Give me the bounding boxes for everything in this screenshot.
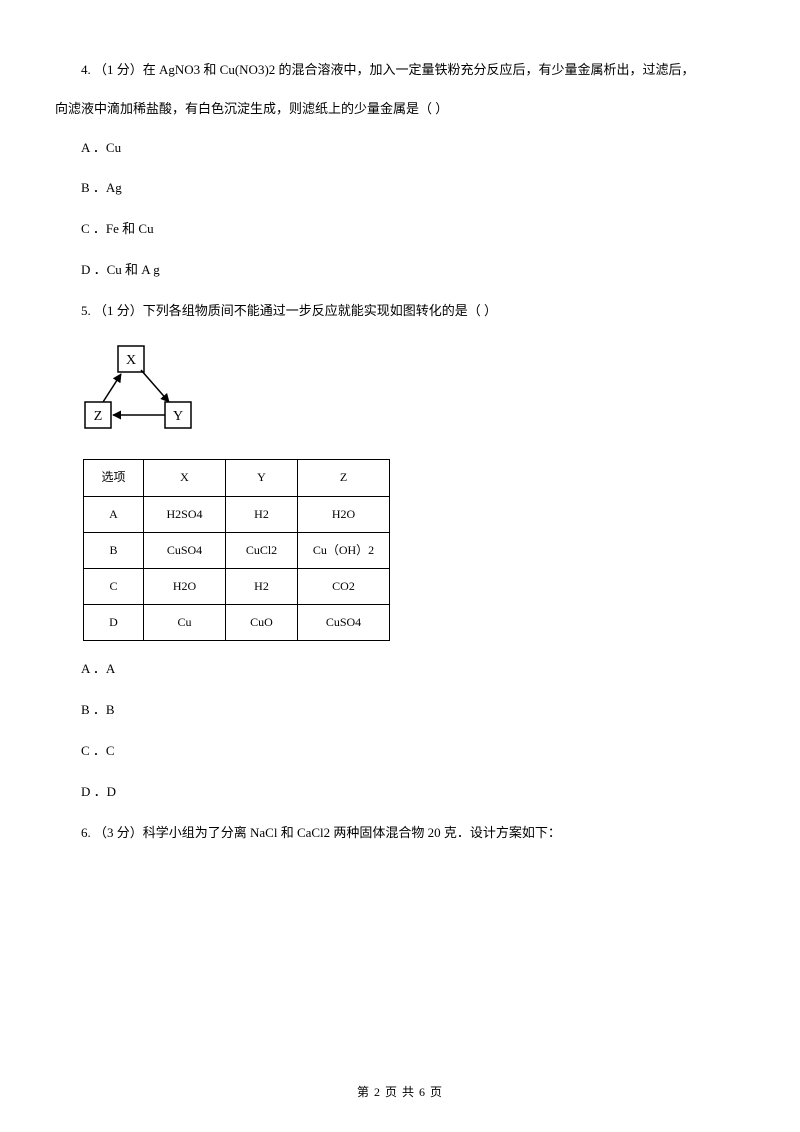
table-row: C H2O H2 CO2	[84, 568, 390, 604]
th-z: Z	[298, 460, 390, 496]
th-option: 选项	[84, 460, 144, 496]
table-row: D Cu CuO CuSO4	[84, 605, 390, 641]
th-x: X	[144, 460, 226, 496]
table-header-row: 选项 X Y Z	[84, 460, 390, 496]
q4-option-a: A ．Cu	[55, 138, 745, 159]
q4-option-b: B ．Ag	[55, 178, 745, 199]
table-row: A H2SO4 H2 H2O	[84, 496, 390, 532]
q4-text-line1: 4. （1 分）在 AgNO3 和 Cu(NO3)2 的混合溶液中，加入一定量铁…	[55, 60, 745, 81]
q6-text: 6. （3 分）科学小组为了分离 NaCl 和 CaCl2 两种固体混合物 20…	[55, 823, 745, 844]
svg-text:Z: Z	[94, 409, 103, 424]
q5-text: 5. （1 分）下列各组物质间不能通过一步反应就能实现如图转化的是（ ）	[55, 301, 745, 322]
svg-text:Y: Y	[173, 409, 183, 424]
q5-option-d: D ．D	[55, 782, 745, 803]
q5-option-a: A ．A	[55, 659, 745, 680]
q5-option-c: C ．C	[55, 741, 745, 762]
question-5: 5. （1 分）下列各组物质间不能通过一步反应就能实现如图转化的是（ ） X Y…	[55, 301, 745, 803]
q5-diagram: X Y Z	[83, 340, 745, 442]
question-4: 4. （1 分）在 AgNO3 和 Cu(NO3)2 的混合溶液中，加入一定量铁…	[55, 60, 745, 281]
q5-option-b: B ．B	[55, 700, 745, 721]
q4-option-d: D ．Cu 和 A g	[55, 260, 745, 281]
svg-text:X: X	[126, 353, 136, 368]
q4-text-line2: 向滤液中滴加稀盐酸，有白色沉淀生成，则滤纸上的少量金属是（ ）	[55, 99, 745, 120]
page-footer: 第 2 页 共 6 页	[0, 1083, 800, 1102]
q4-option-c: C ．Fe 和 Cu	[55, 219, 745, 240]
question-6: 6. （3 分）科学小组为了分离 NaCl 和 CaCl2 两种固体混合物 20…	[55, 823, 745, 844]
th-y: Y	[226, 460, 298, 496]
q5-table: 选项 X Y Z A H2SO4 H2 H2O B CuSO4 CuCl2 Cu…	[83, 459, 390, 641]
table-row: B CuSO4 CuCl2 Cu（OH）2	[84, 532, 390, 568]
